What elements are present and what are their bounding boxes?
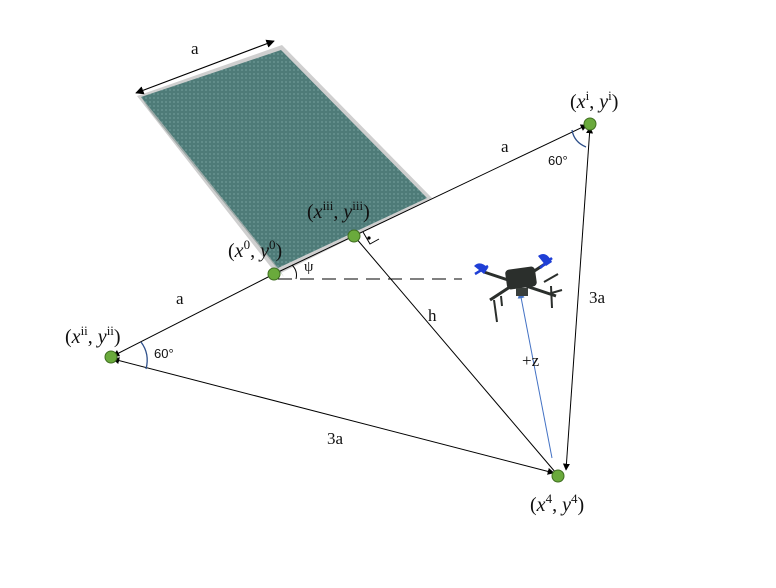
solar-panel	[137, 45, 432, 277]
right-angle-marker	[362, 231, 380, 245]
label-piii: (xiii, yiii)	[307, 198, 370, 223]
z-axis-arrow	[517, 291, 553, 459]
left-a-label: a	[176, 289, 184, 308]
bottom-3a-label: 3a	[327, 429, 344, 448]
angle-arc-left	[140, 341, 148, 370]
point-piii	[347, 229, 361, 243]
right-3a-arrow	[562, 126, 594, 471]
h-label: h	[428, 306, 437, 325]
point-p4	[551, 469, 565, 483]
plus-z-label: +z	[522, 351, 540, 370]
label-pii: (xii, yii)	[65, 323, 121, 348]
angle-arc-right	[571, 129, 587, 148]
psi-arc	[291, 264, 297, 280]
right-3a-label: 3a	[589, 288, 606, 307]
panel-side	[141, 97, 284, 277]
label-pi: (xi, yi)	[570, 88, 618, 113]
angle-right-label: 60°	[548, 153, 568, 168]
point-pi	[583, 117, 597, 131]
label-p0: (x0, y0)	[228, 237, 282, 262]
label-p4: (x4, y4)	[530, 491, 584, 516]
arrow-p0-to-pii	[112, 273, 275, 357]
right-angle-dot	[367, 236, 371, 240]
point-pii	[104, 350, 118, 364]
bottom-3a-arrow	[112, 357, 555, 475]
drone-icon	[474, 254, 563, 323]
angle-left-label: 60°	[154, 346, 174, 361]
top-a-arrow	[135, 39, 275, 95]
psi-label: ψ	[304, 259, 314, 275]
arrow-p0-to-pi	[273, 124, 588, 275]
point-p0	[267, 267, 281, 281]
panel-surface	[141, 50, 427, 268]
right-a-label: a	[501, 137, 509, 156]
top-a-label: a	[191, 39, 199, 58]
